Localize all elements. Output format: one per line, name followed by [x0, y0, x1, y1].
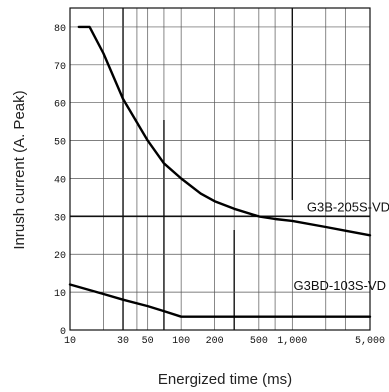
x-tick-label: 100	[172, 336, 190, 347]
y-tick-label: 40	[54, 175, 66, 186]
grid	[70, 8, 370, 330]
series-labels: G3B-205S-VD G3BD-103S-VD	[294, 199, 389, 293]
y-tick-label: 80	[54, 24, 66, 35]
x-tick-label: 1,000	[277, 336, 307, 347]
series-label-1: G3B-205S-VD	[307, 199, 389, 214]
plot-border	[69, 7, 371, 331]
series-line-1	[77, 25, 372, 237]
x-tick-labels: 10 30 50 100 200 500 1,000 5,000	[64, 336, 385, 347]
x-tick-label: 500	[250, 336, 268, 347]
y-tick-label: 0	[60, 327, 66, 338]
y-tick-label: 20	[54, 251, 66, 262]
y-tick-label: 30	[54, 213, 66, 224]
series-line-2	[68, 283, 372, 318]
y-tick-label: 50	[54, 138, 66, 149]
series-lines	[68, 25, 372, 318]
plot-frame	[69, 7, 371, 331]
x-tick-label: 30	[117, 336, 129, 347]
y-tick-label: 70	[54, 62, 66, 73]
y-axis-title: Inrush current (A. Peak)	[11, 90, 28, 249]
x-tick-label: 5,000	[355, 336, 385, 347]
y-tick-label: 10	[54, 289, 66, 300]
y-tick-labels: 0 10 20 30 40 50 60 70 80	[54, 24, 66, 338]
y-tick-label: 60	[54, 100, 66, 111]
x-axis-title: Energized time (ms)	[158, 371, 292, 388]
x-tick-label: 10	[64, 336, 76, 347]
series-label-2: G3BD-103S-VD	[294, 278, 386, 293]
x-tick-label: 50	[142, 336, 154, 347]
x-tick-label: 200	[206, 336, 224, 347]
